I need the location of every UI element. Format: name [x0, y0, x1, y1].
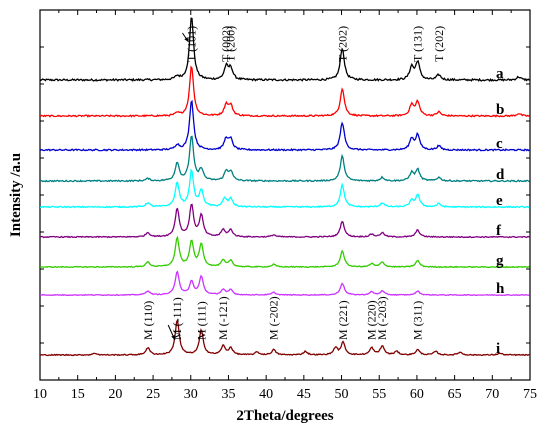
series-line-b — [39, 65, 530, 118]
x-axis-ticks: 10 15 20 25 30 35 40 45 50 55 60 65 70 75 — [33, 10, 537, 402]
x-tick-label: 40 — [259, 387, 273, 402]
x-axis-title: 2Theta/degrees — [236, 408, 333, 424]
annotations-layer: T (101) T (002)T (200) T (202) T (131) T (20… — [141, 26, 446, 341]
plot-border — [39, 9, 531, 381]
peak-annotation: T (101) — [185, 26, 199, 62]
x-tick-label: 75 — [523, 387, 537, 402]
x-tick-label: 25 — [146, 387, 160, 402]
peak-annotation: M (111) — [194, 301, 208, 340]
peak-annotation: T (002) — [219, 26, 233, 62]
x-tick-label: 65 — [448, 387, 462, 402]
curves-layer — [39, 17, 530, 357]
peak-annotation: M (-202) — [267, 296, 281, 340]
series-line-d — [39, 135, 530, 183]
series-line-i — [39, 318, 530, 357]
peak-annotation: M (-203) — [375, 296, 389, 340]
curve-label-a: a — [496, 66, 504, 82]
peak-annotation: M (-111) — [170, 297, 184, 340]
curve-label-e: e — [496, 193, 503, 209]
series-line-f — [39, 203, 530, 239]
series-line-a — [39, 17, 530, 83]
x-tick-label: 35 — [221, 387, 235, 402]
annotation-arrowhead — [171, 335, 175, 340]
curve-label-d: d — [496, 167, 505, 183]
peak-annotation: M (220) — [365, 300, 379, 340]
x-tick-label: 70 — [485, 387, 499, 402]
x-tick-label: 30 — [184, 387, 198, 402]
curve-label-i: i — [496, 341, 500, 357]
x-tick-label: 15 — [71, 387, 85, 402]
peak-annotation: T (202) — [335, 26, 349, 62]
x-tick-label: 20 — [108, 387, 122, 402]
curve-label-b: b — [496, 102, 504, 118]
curve-label-h: h — [496, 281, 505, 297]
peak-annotation: T (131) — [411, 26, 425, 62]
series-line-h — [39, 270, 530, 297]
x-tick-label: 50 — [335, 387, 349, 402]
curve-label-f: f — [496, 223, 502, 239]
peak-annotation: M (221) — [336, 300, 350, 340]
x-tick-label: 60 — [410, 387, 424, 402]
curve-label-c: c — [496, 136, 503, 152]
y-axis-title: Intensity /a.u — [8, 153, 24, 237]
peak-annotation: M (311) — [411, 301, 425, 340]
series-line-e — [39, 168, 530, 209]
x-tick-label: 10 — [33, 387, 47, 402]
annotation-arrowhead — [184, 37, 189, 42]
x-tick-label: 55 — [372, 387, 386, 402]
curve-label-g: g — [496, 253, 504, 269]
series-line-c — [39, 99, 530, 152]
peak-annotation: T (200) — [224, 26, 238, 62]
x-tick-label: 45 — [297, 387, 311, 402]
peak-annotation: T (202) — [432, 26, 446, 62]
plot-frame — [39, 9, 531, 381]
series-line-g — [39, 235, 530, 269]
y-axis-ticks — [40, 46, 530, 344]
peak-annotation: M (-121) — [216, 296, 230, 340]
peak-annotation: M (110) — [141, 301, 155, 340]
